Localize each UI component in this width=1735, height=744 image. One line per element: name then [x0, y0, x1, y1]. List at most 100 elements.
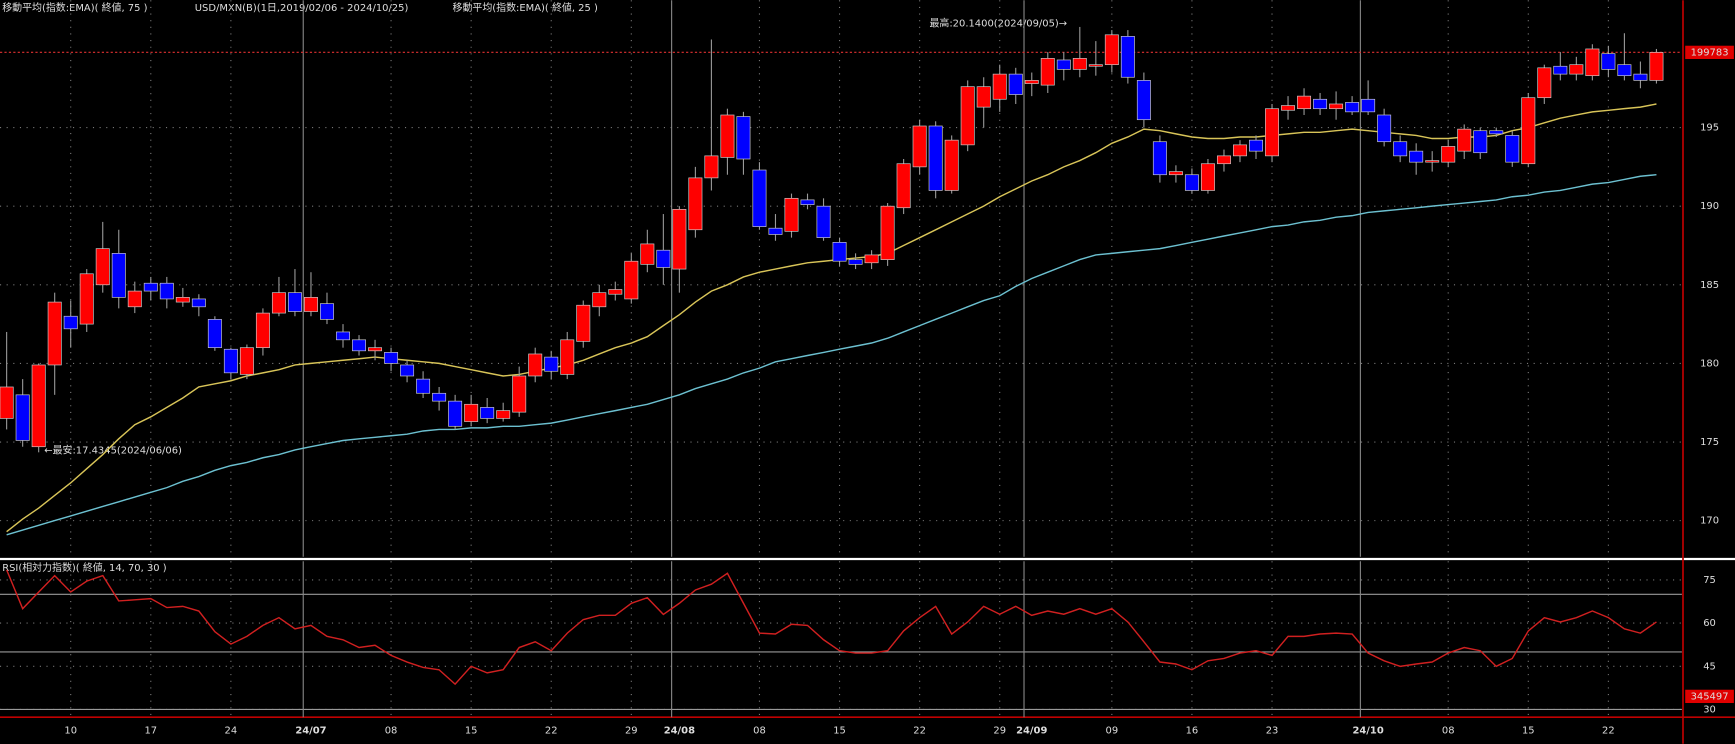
x-tick-label: 22: [913, 726, 926, 737]
candle-body: [896, 163, 911, 209]
candle-body: [960, 86, 975, 146]
y-tick-label: 180: [1700, 358, 1719, 369]
candle-body: [784, 197, 799, 232]
x-tick-label: 15: [465, 726, 478, 737]
x-tick-label: 17: [144, 726, 157, 737]
x-tick-label: 24/07: [295, 726, 326, 737]
candle-body: [1441, 146, 1456, 163]
candle-body: [1024, 80, 1039, 84]
high-annotation: 最高:20.1400(2024/09/05)→: [929, 16, 1067, 29]
x-tick-label: 29: [993, 726, 1006, 737]
candle-body: [480, 407, 495, 419]
candle-body: [1361, 98, 1376, 113]
rsi-tick-label: 45: [1703, 661, 1716, 672]
candle-body: [640, 243, 655, 265]
candle-body: [1329, 103, 1344, 110]
candle-body: [928, 125, 943, 191]
candle-body: [1649, 52, 1664, 81]
candle-body: [768, 227, 783, 235]
candle-body: [432, 392, 447, 402]
candle-body: [1265, 108, 1279, 157]
candle-body: [79, 273, 94, 325]
x-tick-label: 22: [1602, 726, 1615, 737]
x-tick-label: 23: [1266, 726, 1279, 737]
candle-body: [1184, 174, 1199, 191]
candle-body: [1409, 150, 1424, 163]
candle-body: [111, 253, 126, 298]
rsi-tick-label: 60: [1703, 618, 1716, 629]
x-tick-label: 24/08: [664, 726, 695, 737]
candle-body: [1393, 141, 1408, 157]
x-tick-label: 10: [64, 726, 77, 737]
candle-body: [1569, 64, 1584, 75]
candle-body: [1313, 98, 1328, 110]
x-tick-label: 24: [225, 726, 238, 737]
overlay-75-legend: 移動平均(指数:EMA)( 終値, 75 ): [2, 1, 147, 14]
candle-body: [1601, 53, 1616, 70]
candle-body: [1056, 59, 1071, 70]
candle-body: [159, 282, 174, 300]
candle-body: [656, 249, 671, 268]
rsi-last-label: 345497: [1691, 691, 1729, 702]
candle-body: [752, 169, 767, 227]
candle-body: [944, 139, 959, 191]
candle-body: [720, 114, 735, 158]
x-tick-label: 24/10: [1352, 726, 1383, 737]
x-tick-label: 15: [1522, 726, 1535, 737]
candle-body: [127, 290, 142, 308]
candle-body: [15, 394, 30, 441]
candle-body: [0, 386, 14, 419]
candle-body: [287, 292, 302, 312]
candle-body: [95, 248, 110, 286]
y-tick-label: 185: [1700, 280, 1719, 291]
candle-body: [320, 303, 334, 320]
candle-body: [1505, 135, 1520, 163]
rsi-title: RSI(相対力指数)( 終値, 14, 70, 30 ): [2, 561, 167, 574]
candle-body: [1168, 171, 1183, 176]
candle-body: [1553, 65, 1568, 75]
y-tick-label: 190: [1700, 201, 1719, 212]
candle-body: [352, 339, 366, 352]
candle-body: [1233, 144, 1247, 157]
candle-body: [672, 208, 687, 270]
candle-body: [400, 364, 415, 377]
candle-body: [223, 348, 238, 374]
candle-body: [736, 116, 751, 160]
candle-body: [560, 339, 575, 375]
candle-body: [1457, 128, 1472, 152]
candle-body: [1377, 114, 1392, 143]
candle-body: [816, 205, 831, 238]
candle-body: [1104, 34, 1119, 66]
last-price-box: [1685, 45, 1734, 60]
chart-title: USD/MXN(B)(1日,2019/02/06 - 2024/10/25): [195, 3, 409, 14]
candle-body: [1425, 160, 1440, 163]
candle-body: [912, 125, 927, 168]
last-price-label: 199783: [1691, 47, 1729, 58]
rsi-last-box: [1685, 689, 1734, 703]
candle-body: [47, 301, 62, 366]
candle-body: [976, 86, 991, 108]
candle-body: [1120, 36, 1135, 78]
x-tick-label: 08: [753, 726, 766, 737]
candle-body: [1200, 163, 1215, 191]
candle-body: [688, 177, 703, 231]
candle-body: [384, 352, 399, 364]
candle-body: [512, 375, 527, 413]
rsi-tick-label: 75: [1703, 575, 1716, 586]
candle-body: [336, 331, 350, 341]
rsi-tick-label: 30: [1703, 704, 1716, 715]
candle-body: [544, 356, 559, 372]
candle-body: [864, 254, 879, 264]
candle-body: [992, 73, 1007, 100]
candle-body: [1040, 58, 1055, 86]
candle-body: [1072, 58, 1087, 70]
rsi-line: [5, 569, 1657, 686]
x-tick-label: 08: [1442, 726, 1455, 737]
candle-body: [1216, 155, 1231, 165]
candle-body: [704, 155, 719, 179]
candle-body: [303, 297, 318, 312]
candle-body: [624, 260, 639, 300]
candle-body: [880, 205, 895, 260]
candle-body: [1633, 73, 1648, 81]
